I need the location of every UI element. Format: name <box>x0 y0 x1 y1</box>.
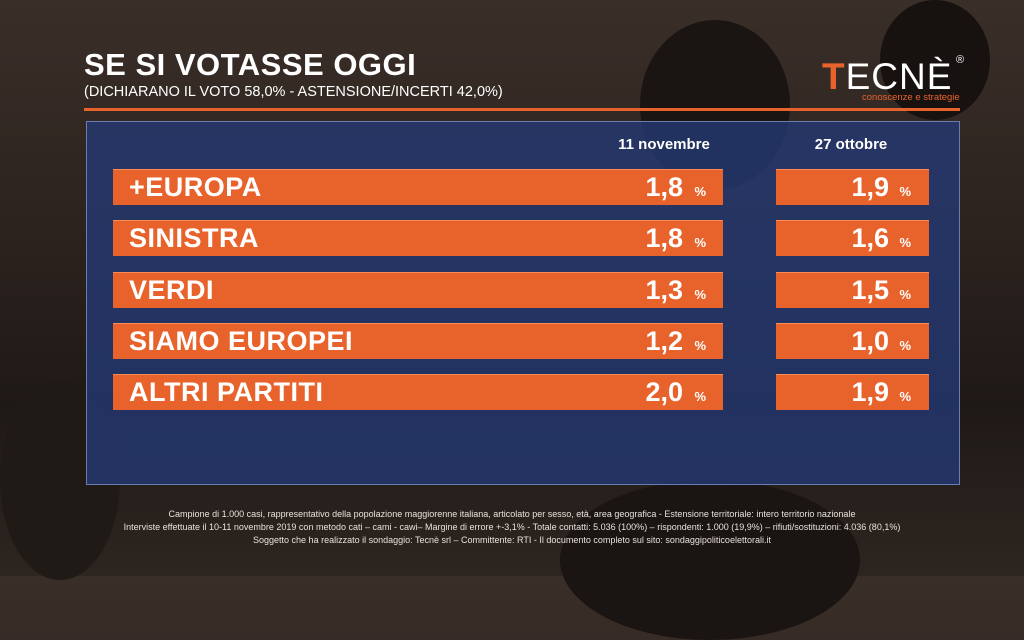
party-name: SIAMO EUROPEI <box>129 326 354 356</box>
percent-sign: % <box>694 235 706 250</box>
column-header-previous: 27 ottobre <box>814 136 888 153</box>
percent-sign: % <box>694 287 706 302</box>
percent-sign: % <box>899 287 911 302</box>
percent-sign: % <box>694 184 706 199</box>
header: SE SI VOTASSE OGGI (DICHIARANO IL VOTO 5… <box>84 47 503 101</box>
previous-row-sinistra: 1,6 % <box>776 220 929 256</box>
logo-name: ECNÈ <box>845 56 953 97</box>
party-name: VERDI <box>129 275 215 305</box>
page-subtitle: (DICHIARANO IL VOTO 58,0% - ASTENSIONE/I… <box>84 84 503 100</box>
percent-sign: % <box>899 389 911 404</box>
footer-line: Campione di 1.000 casi, rappresentativo … <box>168 509 856 519</box>
party-name: +EUROPA <box>129 172 262 202</box>
current-value: 2,0 <box>645 377 683 407</box>
previous-row-altri-partiti: 1,9 % <box>776 374 929 410</box>
tecne-logo: TECNÈ ® conoscenze e strategie <box>822 54 964 103</box>
page-title: SE SI VOTASSE OGGI <box>84 47 417 82</box>
methodology-footer: Campione di 1.000 casi, rappresentativo … <box>0 508 1024 547</box>
previous-row-europa: 1,9 % <box>776 169 929 205</box>
percent-sign: % <box>899 235 911 250</box>
footer-line: Soggetto che ha realizzato il sondaggio:… <box>253 535 771 545</box>
previous-value: 1,9 <box>851 172 889 202</box>
current-value: 1,2 <box>645 326 683 356</box>
result-row-altri-partiti: ALTRI PARTITI 2,0 % <box>113 374 723 410</box>
logo-letter: T <box>822 56 846 97</box>
previous-row-verdi: 1,5 % <box>776 272 929 308</box>
footer-line: Interviste effettuate il 10-11 novembre … <box>123 522 901 532</box>
result-row-verdi: VERDI 1,3 % <box>113 272 723 308</box>
current-value: 1,8 <box>645 172 683 202</box>
current-value: 1,3 <box>645 275 683 305</box>
previous-value: 1,9 <box>851 377 889 407</box>
previous-value: 1,0 <box>851 326 889 356</box>
result-row-sinistra: SINISTRA 1,8 % <box>113 220 723 256</box>
registered-mark: ® <box>956 54 965 66</box>
previous-value: 1,6 <box>851 223 889 253</box>
result-row-europa: +EUROPA 1,8 % <box>113 169 723 205</box>
party-name: SINISTRA <box>129 223 260 253</box>
column-header-current: 11 novembre <box>618 136 710 153</box>
previous-row-siamo-europei: 1,0 % <box>776 323 929 359</box>
party-name: ALTRI PARTITI <box>129 377 324 407</box>
current-value: 1,8 <box>645 223 683 253</box>
header-divider <box>84 108 960 111</box>
percent-sign: % <box>899 338 911 353</box>
previous-value: 1,5 <box>851 275 889 305</box>
result-row-siamo-europei: SIAMO EUROPEI 1,2 % <box>113 323 723 359</box>
percent-sign: % <box>899 184 911 199</box>
percent-sign: % <box>694 389 706 404</box>
percent-sign: % <box>694 338 706 353</box>
logo-tagline: conoscenze e strategie <box>862 92 960 103</box>
